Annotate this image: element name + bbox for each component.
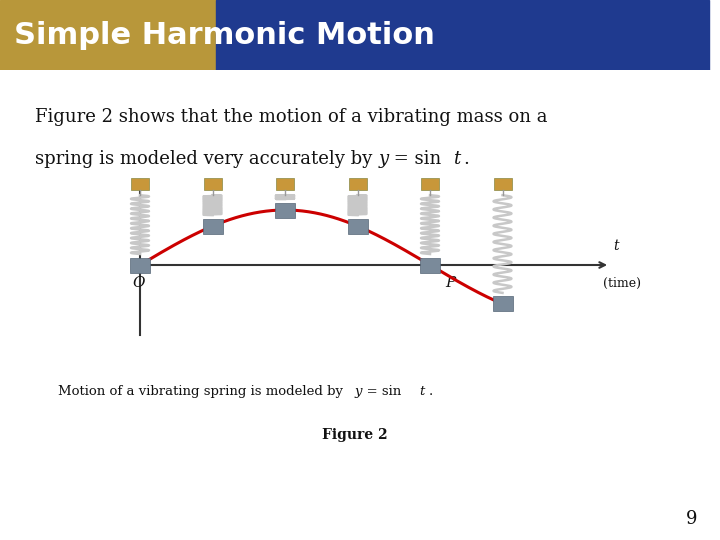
Text: y: y [354, 385, 362, 398]
Bar [130, 258, 150, 273]
Text: t: t [454, 150, 461, 168]
Bar [348, 219, 367, 234]
Bar [421, 178, 439, 190]
Bar [275, 202, 295, 218]
Text: (time): (time) [603, 277, 641, 290]
Text: y: y [379, 150, 390, 168]
Text: .: . [428, 385, 433, 398]
Bar [493, 178, 511, 190]
Text: Figure 2: Figure 2 [322, 428, 387, 442]
Text: spring is modeled very accurately by: spring is modeled very accurately by [35, 150, 378, 168]
Text: = sin: = sin [388, 150, 447, 168]
Text: t: t [420, 385, 425, 398]
Bar [0, 0, 216, 70]
Text: P: P [445, 276, 455, 290]
Text: Figure 2 shows that the motion of a vibrating mass on a: Figure 2 shows that the motion of a vibr… [35, 108, 547, 126]
Bar [202, 219, 222, 234]
Bar [131, 178, 149, 190]
Text: O: O [132, 276, 145, 290]
Text: = sin: = sin [364, 385, 403, 398]
Bar [204, 178, 222, 190]
Bar [420, 258, 440, 273]
Text: t: t [613, 239, 618, 253]
Text: Motion of a vibrating spring is modeled by: Motion of a vibrating spring is modeled … [58, 385, 354, 398]
Bar [216, 0, 709, 70]
Bar [276, 178, 294, 190]
Bar [348, 178, 366, 190]
Text: Simple Harmonic Motion: Simple Harmonic Motion [14, 21, 436, 50]
Text: 9: 9 [685, 510, 697, 528]
Text: .: . [463, 150, 469, 168]
Bar [492, 296, 513, 312]
